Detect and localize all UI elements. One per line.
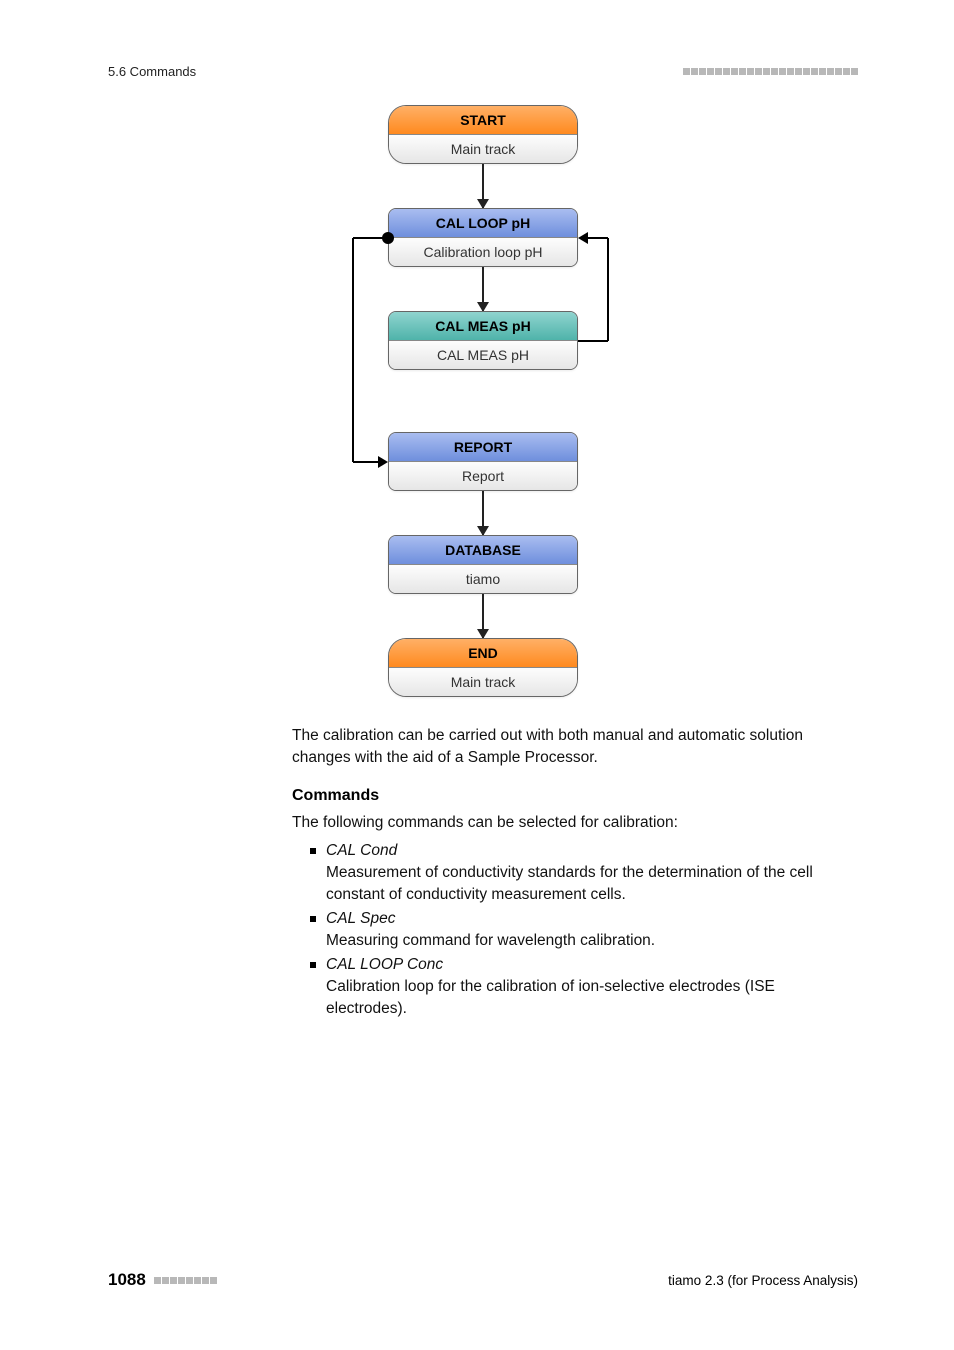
flow-node-head: END bbox=[389, 639, 577, 668]
flow-node-sub: Report bbox=[389, 462, 577, 490]
flow-arrow bbox=[482, 267, 484, 311]
flow-arrow bbox=[482, 164, 484, 208]
flow-node-head: CAL MEAS pH bbox=[389, 312, 577, 341]
loop-back-arrow bbox=[578, 232, 588, 244]
footer-decor bbox=[154, 1277, 217, 1284]
intro-paragraph: The calibration can be carried out with … bbox=[292, 725, 830, 769]
loop-start-dot bbox=[382, 232, 394, 244]
command-desc: Measuring command for wavelength calibra… bbox=[326, 930, 830, 952]
flow-node-sub: tiamo bbox=[389, 565, 577, 593]
flow-node-calloop: CAL LOOP pHCalibration loop pH bbox=[388, 208, 578, 267]
commands-heading: Commands bbox=[292, 785, 830, 808]
command-name: CAL Spec bbox=[326, 908, 830, 930]
flow-node-head: DATABASE bbox=[389, 536, 577, 565]
flow-node-report: REPORTReport bbox=[388, 432, 578, 491]
flow-node-database: DATABASEtiamo bbox=[388, 535, 578, 594]
command-desc: Measurement of conductivity standards fo… bbox=[326, 862, 830, 906]
flowchart-diagram: STARTMain trackCAL LOOP pHCalibration lo… bbox=[323, 105, 643, 697]
loop-exit-arrow bbox=[378, 456, 388, 468]
flow-node-end: ENDMain track bbox=[388, 638, 578, 697]
product-label: tiamo 2.3 (for Process Analysis) bbox=[668, 1273, 858, 1288]
flow-node-sub: Main track bbox=[389, 135, 577, 163]
command-desc: Calibration loop for the calibration of … bbox=[326, 976, 830, 1020]
flow-node-start: STARTMain track bbox=[388, 105, 578, 164]
command-item: CAL LOOP ConcCalibration loop for the ca… bbox=[310, 954, 830, 1020]
flow-node-sub: Calibration loop pH bbox=[389, 238, 577, 266]
flow-arrow bbox=[482, 491, 484, 535]
flow-node-sub: Main track bbox=[389, 668, 577, 696]
page-footer: 1088 tiamo 2.3 (for Process Analysis) bbox=[108, 1270, 858, 1290]
commands-lead: The following commands can be selected f… bbox=[292, 812, 830, 834]
commands-list: CAL CondMeasurement of conductivity stan… bbox=[292, 840, 830, 1020]
flow-node-sub: CAL MEAS pH bbox=[389, 341, 577, 369]
command-item: CAL CondMeasurement of conductivity stan… bbox=[310, 840, 830, 906]
flow-node-head: CAL LOOP pH bbox=[389, 209, 577, 238]
flow-arrow bbox=[482, 594, 484, 638]
flow-node-calmeas: CAL MEAS pHCAL MEAS pH bbox=[388, 311, 578, 370]
command-name: CAL Cond bbox=[326, 840, 830, 862]
flow-node-head: START bbox=[389, 106, 577, 135]
header-decor bbox=[683, 68, 858, 75]
section-path: 5.6 Commands bbox=[108, 64, 196, 79]
command-item: CAL SpecMeasuring command for wavelength… bbox=[310, 908, 830, 952]
page-header: 5.6 Commands bbox=[108, 64, 858, 79]
flow-node-head: REPORT bbox=[389, 433, 577, 462]
command-name: CAL LOOP Conc bbox=[326, 954, 830, 976]
page-number: 1088 bbox=[108, 1270, 146, 1290]
